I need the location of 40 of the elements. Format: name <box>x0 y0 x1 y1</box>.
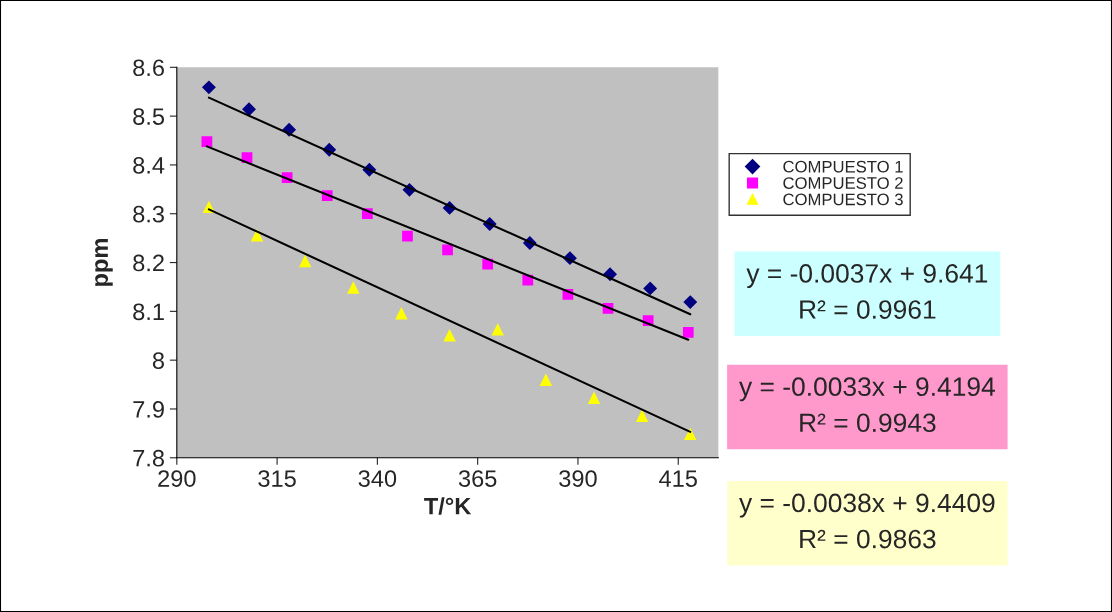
point <box>242 102 256 117</box>
point <box>443 329 456 342</box>
point <box>643 281 658 296</box>
y-tick-label: 8.5 <box>133 108 165 125</box>
point <box>684 427 697 441</box>
legend-label: COMPUESTO 1 <box>783 160 903 173</box>
point <box>635 409 649 423</box>
text: y = -0.0033x + 9.4194 R² = 0.9943 <box>739 377 995 433</box>
legend-label: COMPUESTO 3 <box>783 193 903 206</box>
point <box>402 230 413 242</box>
x-tick-label: 415 <box>659 470 697 487</box>
text: y = -0.0038x + 9.4409 R² = 0.9863 <box>739 493 995 549</box>
point <box>442 244 453 256</box>
y-tick-label: 7.9 <box>133 401 164 418</box>
point <box>201 136 213 147</box>
y-tick-label: 8.4 <box>133 157 165 174</box>
point <box>491 323 504 336</box>
y-tick-label: 8 <box>152 352 164 369</box>
x-tick-label: 390 <box>559 470 597 487</box>
y-tick-label: 8.6 <box>133 59 164 77</box>
x-axis-title: T/°K <box>424 497 472 515</box>
x-tick-label: 315 <box>258 470 296 487</box>
y-axis-title: ppm <box>95 239 113 286</box>
point <box>347 281 360 294</box>
y-tick-label: 7.8 <box>133 449 164 467</box>
point <box>298 254 312 268</box>
point <box>395 307 408 320</box>
y-tick-label: 8.1 <box>133 303 164 321</box>
x-tick-label: 340 <box>358 470 397 487</box>
x-tick-label: 365 <box>458 470 497 487</box>
point <box>539 373 553 386</box>
text: y = -0.0037x + 9.641 R² = 0.9961 <box>746 264 988 319</box>
point <box>683 295 698 310</box>
point <box>587 391 601 404</box>
legend-label: COMPUESTO 2 <box>783 177 903 189</box>
y-tick-label: 8.2 <box>133 254 164 272</box>
point <box>682 326 694 338</box>
point <box>201 80 216 95</box>
x-tick-label: 290 <box>158 470 196 487</box>
y-tick-label: 8.3 <box>133 205 164 223</box>
